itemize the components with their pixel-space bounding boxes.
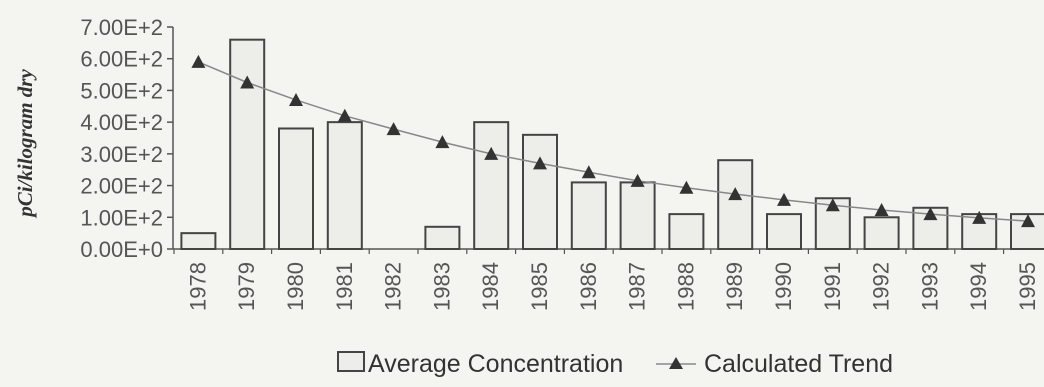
bar — [326, 121, 363, 250]
y-axis-label: pCi/kilogram dry — [13, 69, 37, 219]
trend-point — [581, 165, 596, 179]
y-tick-label: 2.00E+2 — [80, 174, 163, 199]
bar — [668, 213, 705, 251]
legend-bar-swatch — [337, 351, 365, 372]
y-tick-label: 5.00E+2 — [80, 78, 163, 103]
trend-point — [289, 92, 303, 106]
legend-line-label: Calculated Trend — [704, 350, 893, 378]
x-tick-label: 1986 — [576, 262, 601, 311]
x-tick-label: 1981 — [332, 262, 357, 311]
y-tick-label: 4.00E+2 — [80, 110, 163, 135]
trend-point — [191, 54, 206, 68]
bar — [766, 213, 802, 251]
bar — [522, 133, 558, 250]
trend-point — [825, 198, 840, 212]
trend-point — [484, 146, 499, 160]
x-tick-label: 1983 — [429, 262, 454, 311]
x-tick-label: 1992 — [869, 262, 894, 311]
bar — [180, 232, 217, 250]
bar — [619, 181, 656, 250]
trend-line — [198, 61, 1029, 222]
x-tick-label: 1990 — [771, 262, 796, 311]
x-tick-label: 1995 — [1015, 262, 1040, 311]
x-tick-label: 1991 — [820, 262, 845, 311]
x-tick-labels: 1978 1979 1980 1981 1982 1983 1984 1985 1986 1987… — [185, 262, 1040, 311]
trend-point — [533, 156, 547, 170]
bar — [278, 127, 314, 250]
x-tick-label: 1994 — [966, 262, 991, 311]
x-tick-label: 1984 — [478, 262, 503, 311]
bar-series — [180, 38, 1044, 251]
x-tick-label: 1978 — [185, 262, 210, 311]
x-tick-label: 1980 — [283, 262, 308, 311]
x-tick-label: 1993 — [917, 262, 942, 311]
legend-bar-label: Average Concentration — [368, 350, 623, 378]
trend-point — [1021, 214, 1035, 228]
bar — [570, 181, 607, 250]
x-tick-label: 1989 — [722, 262, 747, 311]
y-tick-label: 6.00E+2 — [80, 47, 163, 72]
bar — [229, 38, 266, 250]
trend-point — [630, 173, 645, 187]
trend-point — [728, 187, 743, 201]
legend: Average Concentration Calculated Trend — [337, 350, 893, 378]
trend-point — [337, 108, 352, 122]
y-tick-labels: 0.00E+0 1.00E+2 2.00E+2 3.00E+2 4.00E+2 5.00E… — [80, 15, 163, 262]
x-tick-label: 1979 — [234, 262, 259, 311]
y-tick-label: 1.00E+2 — [80, 205, 163, 230]
bar — [863, 216, 900, 251]
trend-point — [874, 202, 889, 216]
trend-point — [435, 135, 450, 149]
bar — [473, 121, 510, 250]
y-tick-label: 3.00E+2 — [80, 142, 163, 167]
x-tick-label: 1988 — [673, 262, 698, 311]
legend-triangle-marker — [669, 357, 683, 369]
trend-markers — [191, 54, 1035, 228]
trend-point — [386, 122, 401, 136]
y-tick-label: 0.00E+0 — [80, 237, 163, 262]
y-tick-label: 7.00E+2 — [80, 15, 163, 40]
trend-point — [679, 180, 694, 194]
y-axis-ticks — [167, 26, 1005, 254]
bar — [717, 159, 754, 250]
trend-point — [777, 192, 791, 206]
trend-point — [923, 207, 938, 221]
bar — [424, 225, 461, 251]
x-tick-label: 1982 — [381, 262, 406, 311]
trend-point — [240, 75, 255, 89]
x-tick-label: 1985 — [527, 262, 552, 311]
x-tick-label: 1987 — [625, 262, 650, 311]
trend-point — [972, 210, 987, 224]
